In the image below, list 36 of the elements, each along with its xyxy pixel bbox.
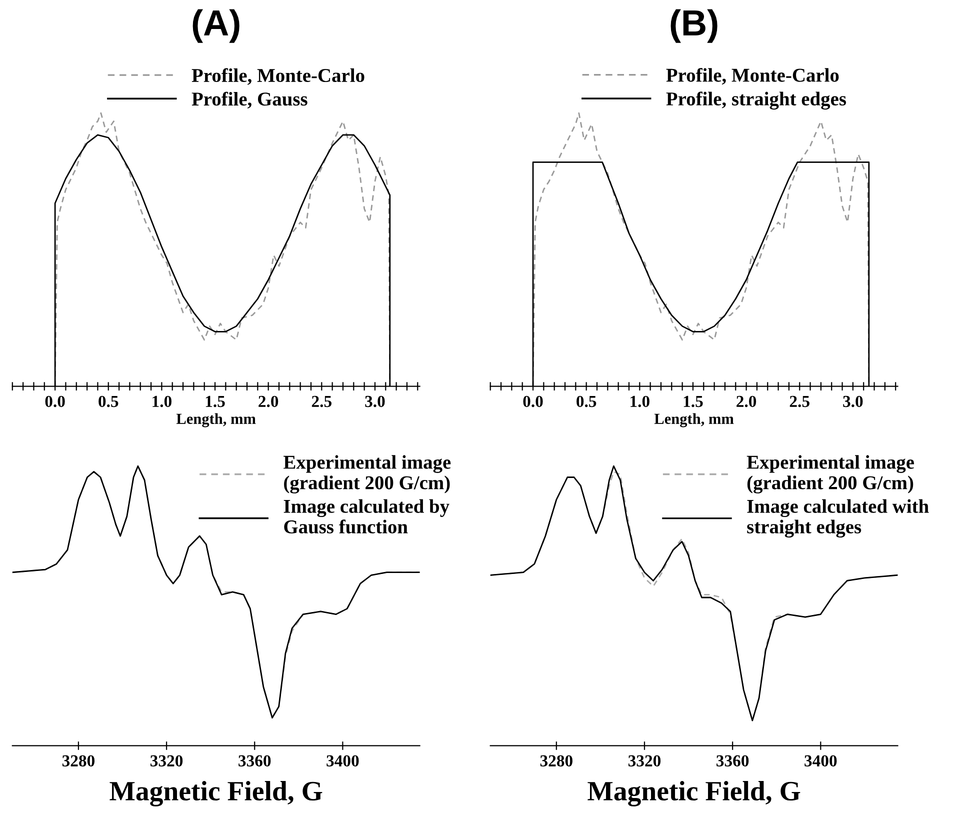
x-axis-title: Magnetic Field, G: [110, 780, 322, 806]
legend-label: Image calculated by Gauss function: [284, 499, 450, 534]
chart-title: (B): [670, 9, 718, 43]
legend-label: Profile, Gauss: [192, 92, 308, 108]
x-tick-label: 0.0: [523, 396, 543, 408]
x-axis-title: Length, mm: [654, 413, 734, 428]
x-axis-title: Length, mm: [176, 413, 256, 428]
x-tick-label: 2.5: [312, 396, 332, 408]
x-tick-label: 3.0: [365, 396, 385, 408]
x-tick-label: 3360: [238, 755, 271, 766]
x-tick-label: 3320: [628, 755, 661, 766]
x-tick-label: 3280: [540, 755, 572, 766]
chart-title: (A): [192, 9, 240, 43]
x-axis-title: Magnetic Field, G: [588, 780, 800, 806]
x-tick-label: 1.0: [630, 396, 650, 408]
legend-label: Profile, straight edges: [666, 92, 846, 110]
x-tick-label: 2.0: [258, 396, 278, 408]
x-tick-label: 3360: [716, 755, 749, 766]
x-tick-label: 1.5: [684, 396, 703, 408]
x-tick-label: 3400: [326, 755, 359, 766]
x-tick-label: 1.5: [206, 396, 225, 408]
x-tick-label: 3400: [804, 755, 837, 766]
legend-label: Experimental image (gradient 200 G/cm): [746, 455, 914, 494]
x-tick-label: 2.5: [790, 396, 810, 408]
x-tick-label: 0.5: [98, 396, 118, 408]
legend-label: Experimental image (gradient 200 G/cm): [284, 455, 451, 494]
x-tick-label: 0.5: [576, 396, 596, 408]
x-tick-label: 2.0: [736, 396, 756, 408]
x-tick-label: 1.0: [152, 396, 172, 408]
x-tick-label: 0.0: [45, 396, 65, 408]
legend-label: Image calculated with straight edges: [747, 499, 929, 538]
x-tick-label: 3320: [150, 755, 183, 766]
x-tick-label: 3280: [62, 755, 94, 766]
legend-label: Profile, Monte-Carlo: [192, 68, 364, 85]
x-tick-label: 3.0: [843, 396, 863, 408]
legend-label: Profile, Monte-Carlo: [666, 68, 839, 85]
